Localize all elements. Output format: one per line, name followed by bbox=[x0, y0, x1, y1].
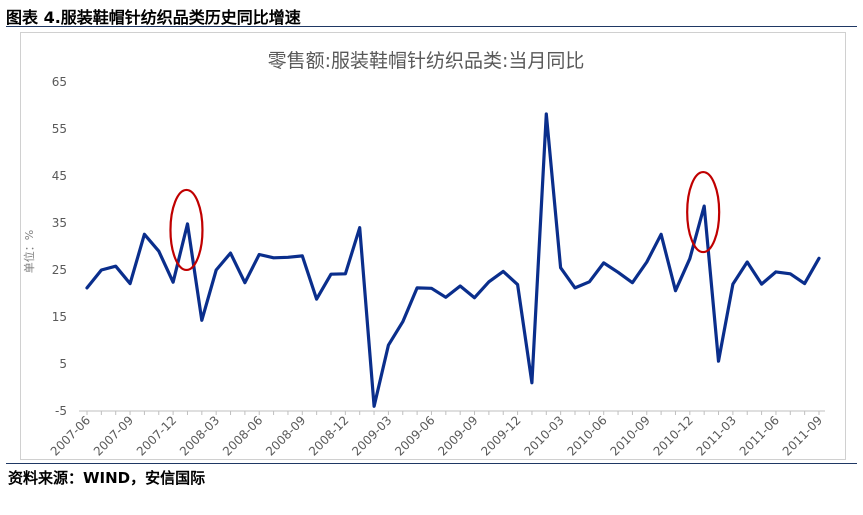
y-tick-label: 5 bbox=[59, 357, 67, 371]
y-tick-label: -5 bbox=[55, 404, 67, 418]
y-tick-label: 55 bbox=[52, 122, 67, 136]
x-tick-label: 2010-03 bbox=[521, 413, 566, 458]
chart-container: 零售额:服装鞋帽针纺织品类:当月同比 -5 5 15 25 35 45 55 65 单位：% … bbox=[20, 32, 846, 460]
y-axis-label: 单位：% bbox=[22, 230, 36, 273]
x-tick-label: 2009-09 bbox=[435, 413, 480, 458]
x-tick-label: 2011-03 bbox=[694, 413, 739, 458]
y-tick-label: 35 bbox=[52, 216, 67, 230]
x-tick-label: 2007-06 bbox=[48, 413, 93, 458]
y-tick-label: 15 bbox=[52, 310, 67, 324]
x-tick-label: 2010-09 bbox=[608, 413, 653, 458]
highlight-annotations bbox=[169, 170, 721, 272]
x-tick-label: 2008-03 bbox=[177, 413, 222, 458]
x-tick-label: 2010-12 bbox=[651, 413, 696, 458]
x-axis bbox=[79, 410, 825, 415]
x-tick-label: 2009-06 bbox=[392, 413, 437, 458]
highlight-ellipse bbox=[169, 188, 204, 272]
top-rule bbox=[6, 26, 857, 27]
x-tick-label: 2011-09 bbox=[780, 413, 825, 458]
y-tick-label: 45 bbox=[52, 169, 67, 183]
bottom-rule bbox=[6, 463, 857, 464]
series-line-retail-sales-yoy bbox=[85, 112, 821, 408]
x-tick-label: 2011-06 bbox=[737, 413, 782, 458]
x-tick-label: 2008-06 bbox=[220, 413, 265, 458]
source-note: 资料来源：WIND，安信国际 bbox=[8, 469, 206, 487]
x-axis-ticks: 2007-062007-092007-122008-032008-062008-… bbox=[48, 413, 825, 458]
y-tick-label: 65 bbox=[52, 75, 67, 89]
x-tick-label: 2007-12 bbox=[134, 413, 179, 458]
x-tick-label: 2010-06 bbox=[564, 413, 609, 458]
y-tick-label: 25 bbox=[52, 263, 67, 277]
figure-title: 图表 4.服装鞋帽针纺织品类历史同比增速 bbox=[6, 8, 301, 27]
x-tick-label: 2009-12 bbox=[478, 413, 523, 458]
x-tick-label: 2008-12 bbox=[306, 413, 351, 458]
highlight-ellipse bbox=[686, 170, 721, 254]
y-axis-ticks: -5 5 15 25 35 45 55 65 bbox=[52, 75, 67, 418]
chart-title: 零售额:服装鞋帽针纺织品类:当月同比 bbox=[268, 50, 585, 72]
x-tick-label: 2007-09 bbox=[91, 413, 136, 458]
x-tick-label: 2008-09 bbox=[263, 413, 308, 458]
x-tick-label: 2009-03 bbox=[349, 413, 394, 458]
